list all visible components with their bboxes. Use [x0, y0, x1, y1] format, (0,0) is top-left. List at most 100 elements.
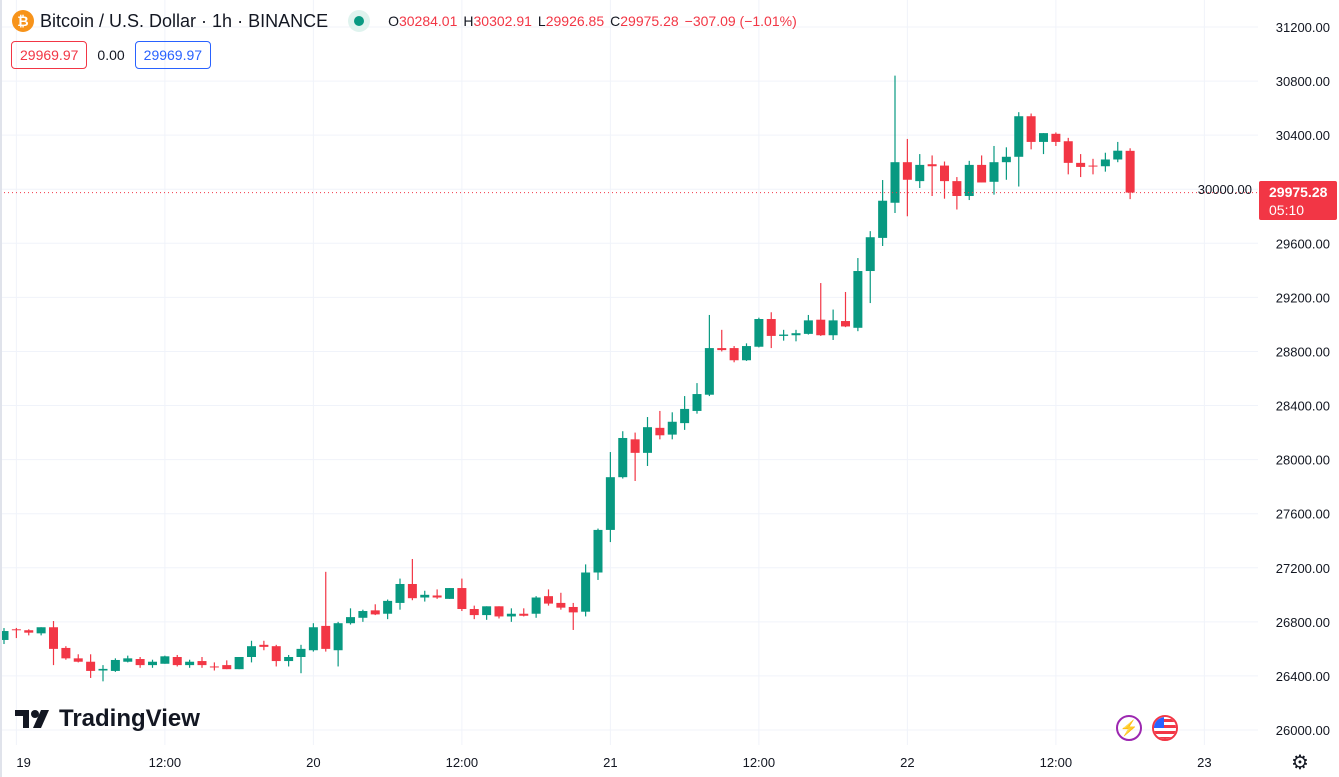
candle-body: [185, 661, 195, 666]
candle-up: [123, 655, 133, 663]
candle-body: [1100, 159, 1110, 167]
candle-up: [581, 564, 591, 617]
candle-up: [754, 317, 764, 348]
candle-down: [630, 432, 640, 481]
candle-body: [0, 631, 9, 640]
symbol-title[interactable]: Bitcoin / U.S. Dollar · 1h · BINANCE: [40, 10, 329, 31]
buy-button[interactable]: 29969.97: [134, 41, 212, 69]
candle-up: [605, 452, 615, 543]
price-tick-label: 28000.00: [1276, 453, 1330, 468]
candle-down: [49, 621, 58, 666]
candle-body: [86, 661, 96, 671]
candle-up: [445, 588, 454, 599]
candle-down: [457, 578, 467, 612]
candle-body: [581, 572, 591, 612]
candle-body: [964, 164, 974, 196]
candle-body: [902, 162, 912, 180]
candle-body: [519, 613, 529, 616]
tradingview-logo[interactable]: TradingView: [15, 705, 200, 733]
last-price-label: 29975.28 05:10: [1259, 181, 1337, 220]
price-tick-label: 29200.00: [1276, 290, 1330, 305]
candle-body: [135, 659, 145, 666]
candle-body: [296, 648, 306, 657]
candle-down: [519, 608, 529, 617]
candle-body: [1125, 150, 1135, 193]
candle-body: [544, 596, 553, 604]
candle-up: [1014, 112, 1024, 187]
candle-body: [841, 321, 850, 327]
time-tick-label: 19: [16, 755, 30, 770]
candle-down: [1088, 158, 1098, 175]
candle-body: [284, 656, 294, 662]
candle-body: [1113, 150, 1123, 160]
gear-icon[interactable]: ⚙: [1291, 751, 1309, 774]
candle-body: [407, 583, 417, 599]
candle-down: [952, 177, 962, 210]
candle-up: [284, 654, 294, 667]
spread-value: 0.00: [97, 47, 125, 63]
candle-body: [853, 271, 863, 328]
candle-body: [704, 348, 714, 395]
candle-up: [482, 606, 492, 620]
candle-down: [977, 155, 987, 183]
candle-body: [259, 644, 269, 647]
candle-body: [927, 164, 937, 167]
time-tick-label: 20: [306, 755, 320, 770]
candle-body: [605, 477, 615, 530]
candle-body: [308, 627, 318, 651]
candle-body: [742, 346, 751, 361]
candle-up: [383, 599, 393, 620]
candle-body: [61, 647, 71, 659]
candle-body: [531, 597, 541, 614]
candle-body: [73, 658, 83, 662]
candle-body: [865, 237, 875, 272]
candle-up: [247, 640, 256, 663]
candle-down: [259, 640, 269, 651]
candle-body: [445, 588, 454, 599]
candle-up: [742, 343, 751, 361]
price-tick-label: 31200.00: [1276, 20, 1330, 35]
candle-body: [828, 320, 838, 336]
candle-body: [110, 659, 120, 671]
time-tick-label: 22: [900, 755, 914, 770]
sell-button[interactable]: 29969.97: [11, 41, 88, 69]
candle-body: [655, 427, 665, 436]
left-edge-border: [0, 0, 2, 777]
candle-down: [11, 627, 21, 639]
candle-body: [432, 595, 442, 598]
candle-body: [1039, 133, 1048, 142]
candle-body: [494, 606, 504, 617]
candle-body: [358, 611, 368, 618]
candle-down: [1076, 154, 1086, 178]
candle-body: [680, 408, 690, 424]
candles: [0, 75, 1135, 682]
us-flag-icon[interactable]: [1152, 715, 1178, 741]
market-status-icon[interactable]: [348, 10, 371, 32]
candle-down: [172, 654, 182, 667]
candle-down: [902, 138, 912, 217]
candle-up: [593, 528, 603, 580]
candle-up: [333, 621, 343, 667]
candle-up: [704, 314, 714, 397]
price-tick-label: 30800.00: [1276, 74, 1330, 89]
candle-down: [940, 161, 949, 199]
time-tick-label: 12:00: [1040, 755, 1073, 770]
candle-up: [1001, 147, 1011, 180]
candle-up: [853, 258, 863, 332]
candle-down: [86, 654, 96, 678]
candle-body: [36, 627, 46, 634]
candle-down: [197, 656, 207, 668]
ohlc-values: O30284.01 H30302.91 L29926.85 C29975.28 …: [388, 13, 797, 29]
logo-text: TradingView: [59, 705, 200, 732]
open-label: O: [388, 13, 399, 29]
candle-body: [234, 656, 244, 670]
candle-down: [927, 155, 937, 196]
lightning-icon[interactable]: ⚡: [1116, 715, 1142, 741]
candle-body: [370, 610, 380, 615]
price-tick-label: 28800.00: [1276, 344, 1330, 359]
bitcoin-icon: ₿: [12, 10, 34, 32]
candle-body: [890, 162, 900, 203]
price-tick-label: 28400.00: [1276, 399, 1330, 414]
candle-up: [185, 659, 195, 668]
